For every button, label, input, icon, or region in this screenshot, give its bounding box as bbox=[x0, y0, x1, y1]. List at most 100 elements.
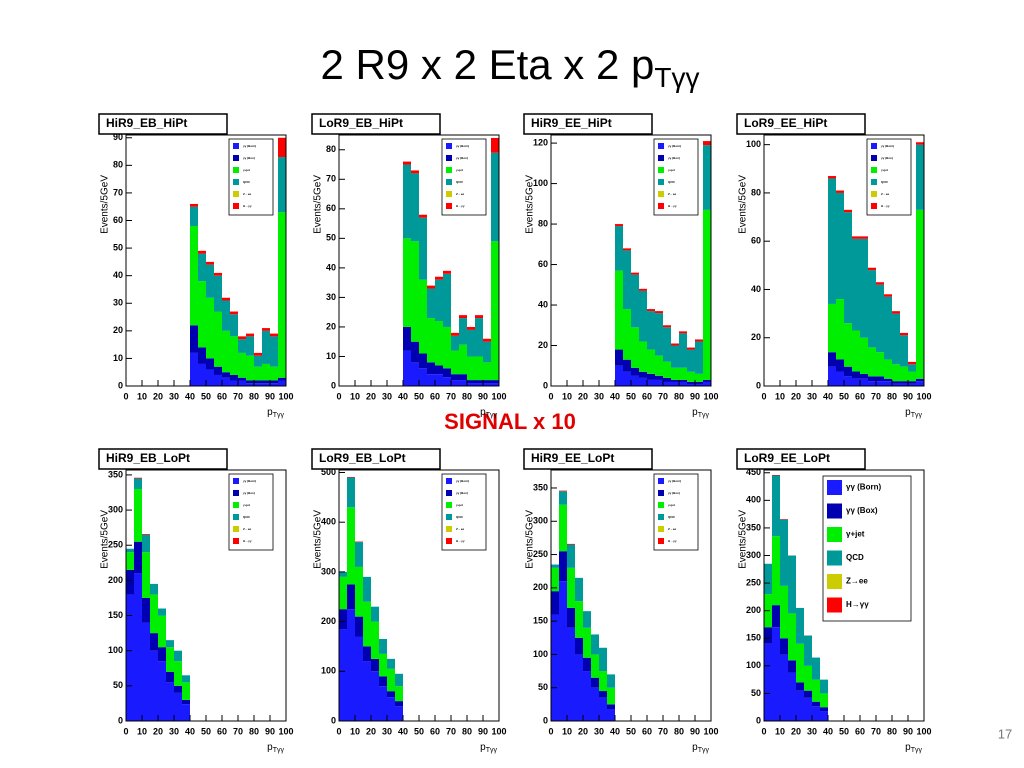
y-tick-label: 200 bbox=[108, 575, 123, 585]
bar-segment bbox=[427, 288, 435, 319]
bar-segment bbox=[892, 311, 900, 314]
legend-label: γγ (Born) bbox=[668, 144, 681, 148]
x-tick-label: 20 bbox=[578, 726, 588, 736]
x-tick-label: 90 bbox=[690, 391, 700, 401]
x-tick-label: 10 bbox=[775, 391, 785, 401]
bar-segment bbox=[868, 347, 876, 377]
bar-segment bbox=[844, 376, 852, 386]
bar-segment bbox=[607, 674, 615, 688]
bar-segment bbox=[270, 380, 278, 384]
x-tick-label: 20 bbox=[366, 726, 376, 736]
x-tick-label: 50 bbox=[626, 726, 636, 736]
bar-segment bbox=[419, 368, 427, 386]
x-tick-label: 70 bbox=[658, 391, 668, 401]
bar-segment bbox=[599, 691, 607, 698]
bar-segment bbox=[623, 250, 631, 310]
bar-segment bbox=[355, 616, 363, 637]
x-tick-label: 30 bbox=[169, 726, 179, 736]
bar-segment bbox=[158, 647, 166, 662]
bar-segment bbox=[435, 365, 443, 375]
x-tick-label: 30 bbox=[594, 391, 604, 401]
legend-label: Z→ee bbox=[668, 192, 677, 196]
bar-segment bbox=[491, 241, 499, 381]
bar-segment bbox=[772, 475, 780, 537]
bar-segment bbox=[347, 609, 355, 721]
bar-segment bbox=[639, 371, 647, 378]
legend-swatch bbox=[658, 191, 664, 197]
bar-segment bbox=[591, 687, 599, 721]
y-tick-label: 150 bbox=[108, 610, 123, 620]
bar-segment bbox=[395, 706, 403, 721]
bar-segment bbox=[796, 643, 804, 683]
legend-label: γγ (Born) bbox=[846, 483, 881, 492]
bar-segment bbox=[339, 629, 347, 721]
panel-title: HiR9_EB_LoPt bbox=[106, 451, 190, 465]
bar-segment bbox=[631, 375, 639, 386]
bar-segment bbox=[844, 212, 852, 324]
bar-segment bbox=[647, 373, 655, 380]
y-tick-label: 300 bbox=[108, 504, 123, 514]
bar-segment bbox=[884, 294, 892, 297]
bar-segment bbox=[427, 318, 435, 363]
bar-segment bbox=[166, 640, 174, 648]
legend-swatch bbox=[233, 179, 239, 185]
title-box bbox=[736, 448, 866, 470]
bar-segment bbox=[278, 157, 286, 213]
bar-segment bbox=[551, 591, 559, 615]
bar-segment bbox=[703, 145, 711, 210]
x-tick-label: 40 bbox=[398, 391, 408, 401]
bar-segment bbox=[852, 236, 860, 239]
bar-segment bbox=[230, 380, 238, 386]
bar-segment bbox=[435, 276, 443, 280]
bar-segment bbox=[820, 693, 828, 708]
legend-swatch bbox=[233, 167, 239, 173]
x-tick-label: 10 bbox=[137, 726, 147, 736]
bar-segment bbox=[411, 241, 419, 342]
bar-segment bbox=[395, 701, 403, 707]
x-axis-label: pTγγ bbox=[692, 407, 709, 419]
bar-segment bbox=[559, 504, 567, 552]
bar-segment bbox=[403, 161, 411, 165]
x-tick-label: 30 bbox=[807, 391, 817, 401]
bar-segment bbox=[355, 566, 363, 617]
bar-segment bbox=[443, 270, 451, 274]
bar-segment bbox=[796, 690, 804, 721]
x-tick-label: 30 bbox=[382, 391, 392, 401]
bar-segment bbox=[836, 359, 844, 372]
y-tick-label: 100 bbox=[108, 645, 123, 655]
x-tick-label: 40 bbox=[823, 726, 833, 736]
bar-segment bbox=[379, 676, 387, 687]
y-tick-label: 250 bbox=[108, 540, 123, 550]
bar-segment bbox=[916, 381, 924, 386]
bar-segment bbox=[892, 383, 900, 386]
bar-segment bbox=[599, 697, 607, 721]
bar-segment bbox=[892, 381, 900, 384]
bar-segment bbox=[663, 381, 671, 386]
bar-segment bbox=[166, 671, 174, 683]
bar-segment bbox=[900, 332, 908, 336]
bar-segment bbox=[387, 668, 395, 692]
bar-segment bbox=[491, 380, 499, 384]
y-tick-label: 40 bbox=[751, 284, 761, 294]
bar-segment bbox=[908, 361, 916, 365]
bar-segment bbox=[876, 282, 884, 285]
bar-segment bbox=[583, 611, 591, 628]
bar-segment bbox=[475, 383, 483, 386]
bar-segment bbox=[403, 350, 411, 386]
legend-box bbox=[866, 138, 912, 216]
x-tick-label: 100 bbox=[278, 726, 293, 736]
y-tick-label: 0 bbox=[118, 715, 123, 725]
bar-segment bbox=[804, 665, 812, 691]
bar-segment bbox=[174, 650, 182, 662]
legend-label: γγ (Box) bbox=[846, 506, 878, 515]
bar-segment bbox=[772, 605, 780, 628]
bar-segment bbox=[916, 142, 924, 145]
bar-segment bbox=[371, 606, 379, 622]
x-tick-label: 40 bbox=[185, 726, 195, 736]
bar-segment bbox=[788, 672, 796, 721]
legend-swatch bbox=[446, 191, 452, 197]
bar-segment bbox=[214, 311, 222, 367]
y-tick-label: 400 bbox=[746, 495, 761, 505]
annotation: SIGNAL x 10 bbox=[444, 409, 576, 434]
bar-segment bbox=[559, 581, 567, 721]
